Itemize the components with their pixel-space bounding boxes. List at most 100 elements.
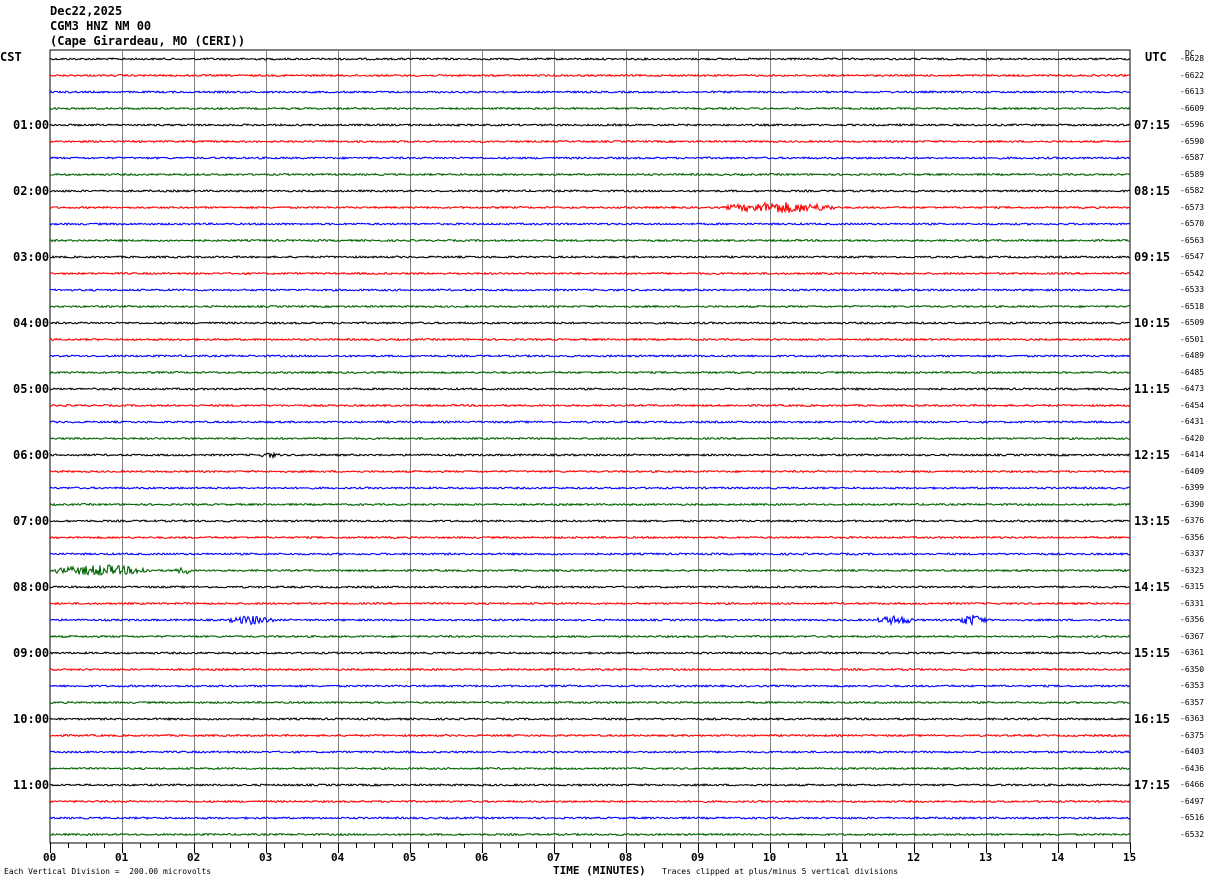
x-tick-label: 13 <box>979 851 993 864</box>
dc-offset-label: -6542 <box>1180 269 1205 278</box>
cst-hour-label: 10:00 <box>13 712 50 726</box>
dc-offset-label: -6489 <box>1180 351 1205 360</box>
utc-hour-label: 13:15 <box>1134 514 1171 528</box>
cst-hour-label: 06:00 <box>13 448 50 462</box>
dc-offset-label: -6403 <box>1180 747 1205 756</box>
utc-hour-label: 10:15 <box>1134 316 1171 330</box>
dc-offset-label: -6409 <box>1180 467 1205 476</box>
dc-offset-label: -6315 <box>1180 582 1205 591</box>
trace-line <box>49 106 1131 111</box>
trace-line <box>49 370 1131 375</box>
utc-hour-label: 07:15 <box>1134 118 1171 132</box>
x-tick-label: 00 <box>43 851 57 864</box>
dc-label: DC <box>1185 49 1195 58</box>
x-tick-label: 03 <box>259 851 273 864</box>
trace-line <box>49 766 1131 771</box>
dc-offset-label: -6331 <box>1180 599 1205 608</box>
dc-offset-label: -6613 <box>1180 87 1205 96</box>
trace-line <box>49 451 1131 460</box>
dc-offset-label: -6573 <box>1180 203 1205 212</box>
trace-line <box>49 585 1131 589</box>
cst-hour-label: 09:00 <box>13 646 50 660</box>
dc-offset-label: -6609 <box>1180 104 1205 113</box>
trace-line <box>49 783 1131 787</box>
clip-note: Traces clipped at plus/minus 5 vertical … <box>662 867 899 876</box>
utc-hour-label: 15:15 <box>1134 646 1171 660</box>
utc-hour-label: 08:15 <box>1134 184 1171 198</box>
trace-line <box>49 750 1130 754</box>
dc-offset-label: -6516 <box>1180 813 1205 822</box>
dc-offset-label: -6509 <box>1180 318 1205 327</box>
dc-offset-label: -6454 <box>1180 401 1205 410</box>
x-tick-label: 12 <box>907 851 921 864</box>
dc-offset-label: -6323 <box>1180 566 1205 575</box>
trace-line <box>49 436 1131 441</box>
trace-line <box>49 172 1131 177</box>
trace-line <box>49 420 1131 425</box>
dc-offset-label: -6356 <box>1180 615 1205 624</box>
x-tick-label: 06 <box>475 851 489 864</box>
utc-hour-label: 16:15 <box>1134 712 1171 726</box>
trace-line <box>49 551 1130 556</box>
trace-line <box>49 716 1131 721</box>
cst-hour-label: 01:00 <box>13 118 50 132</box>
x-tick-label: 05 <box>403 851 417 864</box>
utc-hour-label: 11:15 <box>1134 382 1171 396</box>
cst-hour-label: 07:00 <box>13 514 50 528</box>
trace-line <box>49 469 1131 474</box>
trace-line <box>49 832 1131 837</box>
x-tick-label: 10 <box>763 851 777 864</box>
trace-line <box>49 156 1131 160</box>
dc-offset-label: -6547 <box>1180 252 1205 261</box>
trace-line <box>49 222 1131 226</box>
x-tick-label: 02 <box>187 851 201 864</box>
dc-offset-label: -6375 <box>1180 731 1205 740</box>
location-label: (Cape Girardeau, MO (CERI)) <box>50 34 246 48</box>
dc-offset-label: -6363 <box>1180 714 1205 723</box>
scale-note: Each Vertical Division = 200.00 microvol… <box>4 867 212 876</box>
dc-offset-label: -6570 <box>1180 219 1205 228</box>
trace-line <box>49 700 1131 705</box>
dc-offset-label: -6485 <box>1180 368 1205 377</box>
dc-offset-label: -6596 <box>1180 120 1205 129</box>
trace-line <box>50 255 1131 260</box>
x-tick-label: 07 <box>547 851 561 864</box>
dc-offset-label: -6357 <box>1180 698 1205 707</box>
trace-line <box>49 90 1131 94</box>
trace-line <box>49 403 1131 408</box>
trace-line <box>49 189 1130 193</box>
dc-offset-label: -6356 <box>1180 533 1205 542</box>
trace-line <box>49 57 1131 61</box>
dc-offset-label: -6501 <box>1180 335 1205 344</box>
dc-offset-label: -6337 <box>1180 549 1205 558</box>
trace-line <box>49 650 1131 655</box>
dc-offset-label: -6367 <box>1180 632 1205 641</box>
trace-line <box>49 354 1131 358</box>
dc-offset-label: -6532 <box>1180 830 1205 839</box>
dc-offset-label: -6414 <box>1180 450 1205 459</box>
date-label: Dec22,2025 <box>50 4 123 18</box>
trace-line <box>49 271 1131 276</box>
trace-line <box>49 799 1131 804</box>
trace-line <box>49 485 1131 490</box>
trace-line <box>49 614 1131 627</box>
dc-offset-label: -6399 <box>1180 483 1205 492</box>
cst-hour-label: 08:00 <box>13 580 50 594</box>
cst-hour-label: 05:00 <box>13 382 50 396</box>
trace-line <box>49 634 1131 639</box>
dc-offset-label: -6622 <box>1180 71 1205 80</box>
trace-line <box>49 337 1131 342</box>
x-tick-label: 09 <box>691 851 705 864</box>
utc-hour-label: 17:15 <box>1134 778 1171 792</box>
trace-line <box>49 304 1131 309</box>
dc-offset-label: -6376 <box>1180 516 1205 525</box>
trace-line <box>49 238 1131 243</box>
x-tick-label: 15 <box>1123 851 1137 864</box>
x-tick-label: 08 <box>619 851 633 864</box>
trace-line <box>49 684 1131 689</box>
dc-offset-label: -6353 <box>1180 681 1205 690</box>
utc-hour-label: 09:15 <box>1134 250 1171 264</box>
cst-hour-label: 03:00 <box>13 250 50 264</box>
cst-hour-label: 04:00 <box>13 316 50 330</box>
